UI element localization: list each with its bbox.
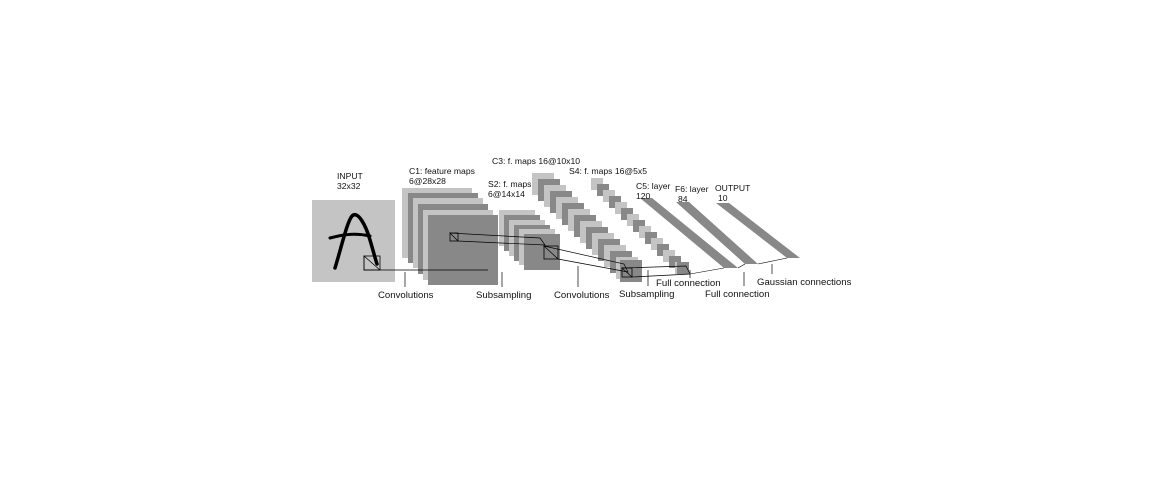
s2-feature-maps: [499, 210, 560, 270]
output-layer-band: [716, 203, 800, 258]
conv1-projection: [363, 255, 488, 271]
caption-gaussian-connections: Gaussian connections: [757, 277, 852, 288]
full-connection-2: [737, 263, 746, 269]
label-output: OUTPUT 10: [715, 183, 751, 203]
label-f6: F6: layer 84: [675, 184, 709, 204]
label-input: INPUT 32x32: [337, 171, 363, 191]
full-connection-1: [689, 267, 725, 275]
s4-feature-maps: [591, 178, 689, 274]
c5-layer-band: [640, 198, 738, 268]
caption-convolutions-2: Convolutions: [554, 290, 610, 301]
label-c1: C1: feature maps 6@28x28: [409, 166, 475, 186]
caption-subsampling-1: Subsampling: [476, 290, 532, 301]
s2-receptive-field: [543, 245, 559, 260]
label-c3: C3: f. maps 16@10x10: [492, 156, 581, 166]
label-s2: S2: f. maps 6@14x14: [488, 179, 532, 199]
label-c5: C5: layer 120: [636, 181, 671, 201]
f6-layer-band: [676, 202, 758, 264]
input-letter-a-bar: [328, 232, 372, 240]
caption-subsampling-2: Subsampling: [619, 289, 675, 300]
caption-full-connection-1: Full connection: [656, 278, 721, 289]
c1-feature-maps: [402, 188, 498, 285]
conv2-projection: [542, 245, 629, 273]
label-s4: S4: f. maps 16@5x5: [569, 166, 647, 176]
gaussian-connection: [757, 257, 788, 265]
sub1-projection: [449, 232, 546, 246]
caption-convolutions-1: Convolutions: [378, 290, 434, 301]
caption-full-connection-2: Full connection: [705, 289, 770, 300]
